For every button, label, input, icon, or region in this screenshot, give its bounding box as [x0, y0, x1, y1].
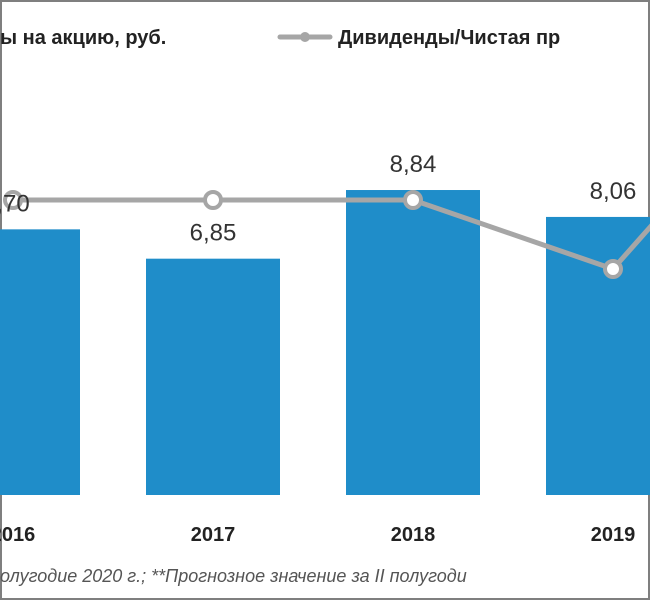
line-series [3, 190, 650, 279]
category-label-2016: 2016 [0, 524, 35, 546]
ratio-marker-2019 [603, 259, 623, 279]
bar-value-label-2016: ,70 [0, 190, 30, 217]
bar-2017 [146, 258, 280, 495]
bar-value-label-2018: 8,84 [390, 151, 437, 178]
ratio-marker-2016 [3, 190, 23, 210]
category-axis-labels: 2016 2017 2018 2019 [0, 524, 635, 546]
bar-2018 [346, 190, 480, 495]
footnote: олугодие 2020 г.; **Прогнозное значение … [0, 566, 467, 586]
legend: ы на акцию, руб. Дивиденды/Чистая пр [0, 27, 560, 49]
bar-series [0, 190, 650, 495]
ratio-marker-2017 [203, 190, 223, 210]
legend-line-series-label: Дивиденды/Чистая пр [338, 27, 560, 49]
legend-line-marker [300, 32, 310, 42]
bar-2016 [0, 229, 80, 495]
bar-data-labels: ,70 6,85 8,84 8,06 [0, 151, 636, 247]
category-label-2017: 2017 [191, 524, 236, 546]
bar-2019 [546, 216, 650, 495]
ratio-marker-2018 [403, 190, 423, 210]
bar-value-label-2017: 6,85 [190, 220, 237, 247]
category-label-2019: 2019 [591, 524, 636, 546]
bar-value-label-2019: 8,06 [590, 178, 637, 205]
legend-bar-series-label: ы на акцию, руб. [0, 27, 166, 49]
category-label-2018: 2018 [391, 524, 436, 546]
